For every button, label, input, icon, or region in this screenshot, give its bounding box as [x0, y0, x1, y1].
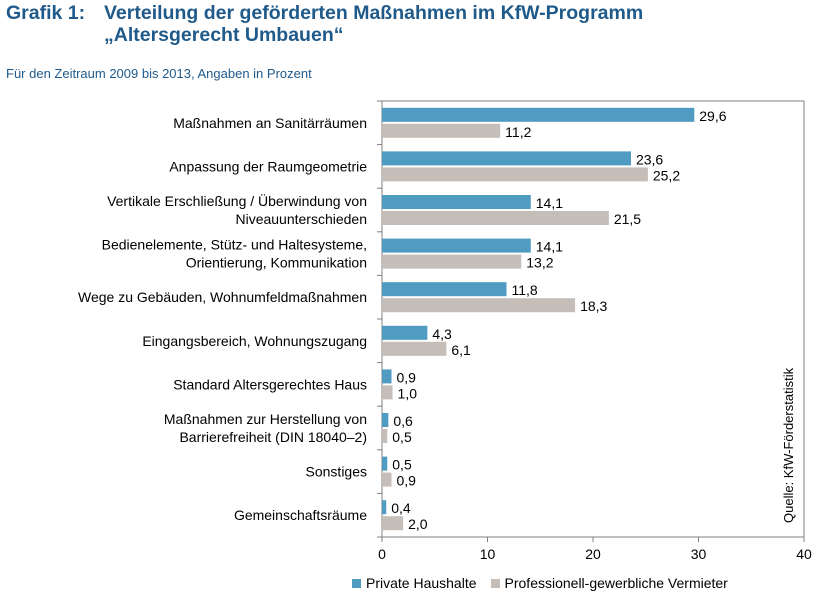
data-label: 11,8 — [511, 282, 537, 298]
bar-professional — [382, 254, 522, 269]
x-tick-label: 40 — [796, 546, 812, 562]
bar-chart: 0 10 20 30 40 Maßnahmen an Sanitärräumen 29,6 1… — [78, 100, 812, 562]
bar-professional — [382, 211, 609, 225]
data-label: 4,3 — [432, 326, 452, 342]
x-tick-label: 30 — [691, 546, 707, 562]
bar-private — [382, 151, 631, 166]
bar-professional — [382, 167, 648, 182]
x-tick-label: 10 — [480, 546, 496, 562]
figure-label: Grafik 1: — [6, 2, 86, 24]
bar-private — [382, 413, 389, 427]
legend-item-professional: Professionell-gewerbliche Vermieter — [490, 575, 728, 591]
category-label: Barrierefreiheit (DIN 18040–2) — [179, 429, 367, 445]
data-label: 0,9 — [396, 473, 416, 489]
legend-label-private: Private Haushalte — [366, 575, 477, 591]
bar-private — [382, 369, 392, 384]
data-label: 1,0 — [398, 385, 418, 401]
bar-private — [382, 107, 695, 122]
x-tick-label: 0 — [378, 546, 386, 562]
data-label: 2,0 — [408, 516, 428, 532]
bar-professional — [382, 516, 404, 531]
bar-private — [382, 325, 428, 340]
category-label: Wege zu Gebäuden, Wohnumfeldmaßnahmen — [78, 289, 367, 305]
bar-professional — [382, 298, 576, 313]
category-label: Maßnahmen zur Herstellung von — [164, 411, 367, 427]
category-label: Anpassung der Raumgeometrie — [169, 158, 367, 174]
data-label: 6,1 — [451, 342, 471, 358]
legend: Private Haushalte Professionell-gewerbli… — [352, 575, 742, 591]
data-label: 13,2 — [526, 255, 553, 271]
data-label: 21,5 — [614, 211, 641, 227]
bar-professional — [382, 341, 447, 356]
chart-subtitle: Für den Zeitraum 2009 bis 2013, Angaben … — [6, 66, 312, 81]
category-label: Vertikale Erschließung / Überwindung von — [107, 192, 367, 209]
bar-private — [382, 282, 507, 297]
category-label: Standard Altersgerechtes Haus — [173, 376, 367, 392]
category-label: Sonstiges — [306, 464, 367, 480]
bar-private — [382, 195, 531, 209]
bar-private — [382, 238, 531, 253]
plot-area — [381, 100, 805, 538]
bar-professional — [382, 429, 388, 443]
bar-private — [382, 456, 388, 471]
bar-professional — [382, 123, 501, 138]
data-label: 23,6 — [636, 151, 663, 167]
data-label: 29,6 — [699, 108, 726, 124]
legend-swatch-private — [352, 578, 361, 588]
x-tick-label: 20 — [585, 546, 601, 562]
data-label: 0,5 — [392, 429, 412, 445]
legend-swatch-professional — [490, 578, 500, 588]
category-label: Bedienelemente, Stütz- und Haltesysteme, — [102, 237, 367, 253]
figure-title: Verteilung der geförderten Maßnahmen im … — [104, 2, 644, 46]
data-label: 0,5 — [392, 457, 412, 473]
bar-professional — [382, 385, 393, 400]
data-label: 14,1 — [536, 195, 563, 211]
data-label: 0,6 — [393, 413, 413, 429]
legend-item-private: Private Haushalte — [352, 575, 477, 591]
category-label: Maßnahmen an Sanitärräumen — [173, 115, 367, 131]
category-label: Niveauunterschieden — [235, 211, 367, 227]
data-label: 18,3 — [580, 298, 607, 314]
source-note: Quelle: KfW-Förderstatistik — [781, 367, 796, 523]
legend-label-professional: Professionell-gewerbliche Vermieter — [504, 575, 728, 591]
category-label: Gemeinschaftsräume — [234, 507, 367, 523]
bar-private — [382, 500, 387, 515]
data-label: 14,1 — [536, 239, 563, 255]
bar-professional — [382, 472, 392, 487]
category-label: Orientierung, Kommunikation — [186, 255, 367, 271]
data-label: 25,2 — [653, 167, 680, 183]
category-label: Eingangsbereich, Wohnungszugang — [142, 333, 367, 349]
data-label: 0,9 — [396, 369, 416, 385]
data-label: 0,4 — [391, 500, 411, 516]
data-label: 11,2 — [505, 124, 531, 140]
